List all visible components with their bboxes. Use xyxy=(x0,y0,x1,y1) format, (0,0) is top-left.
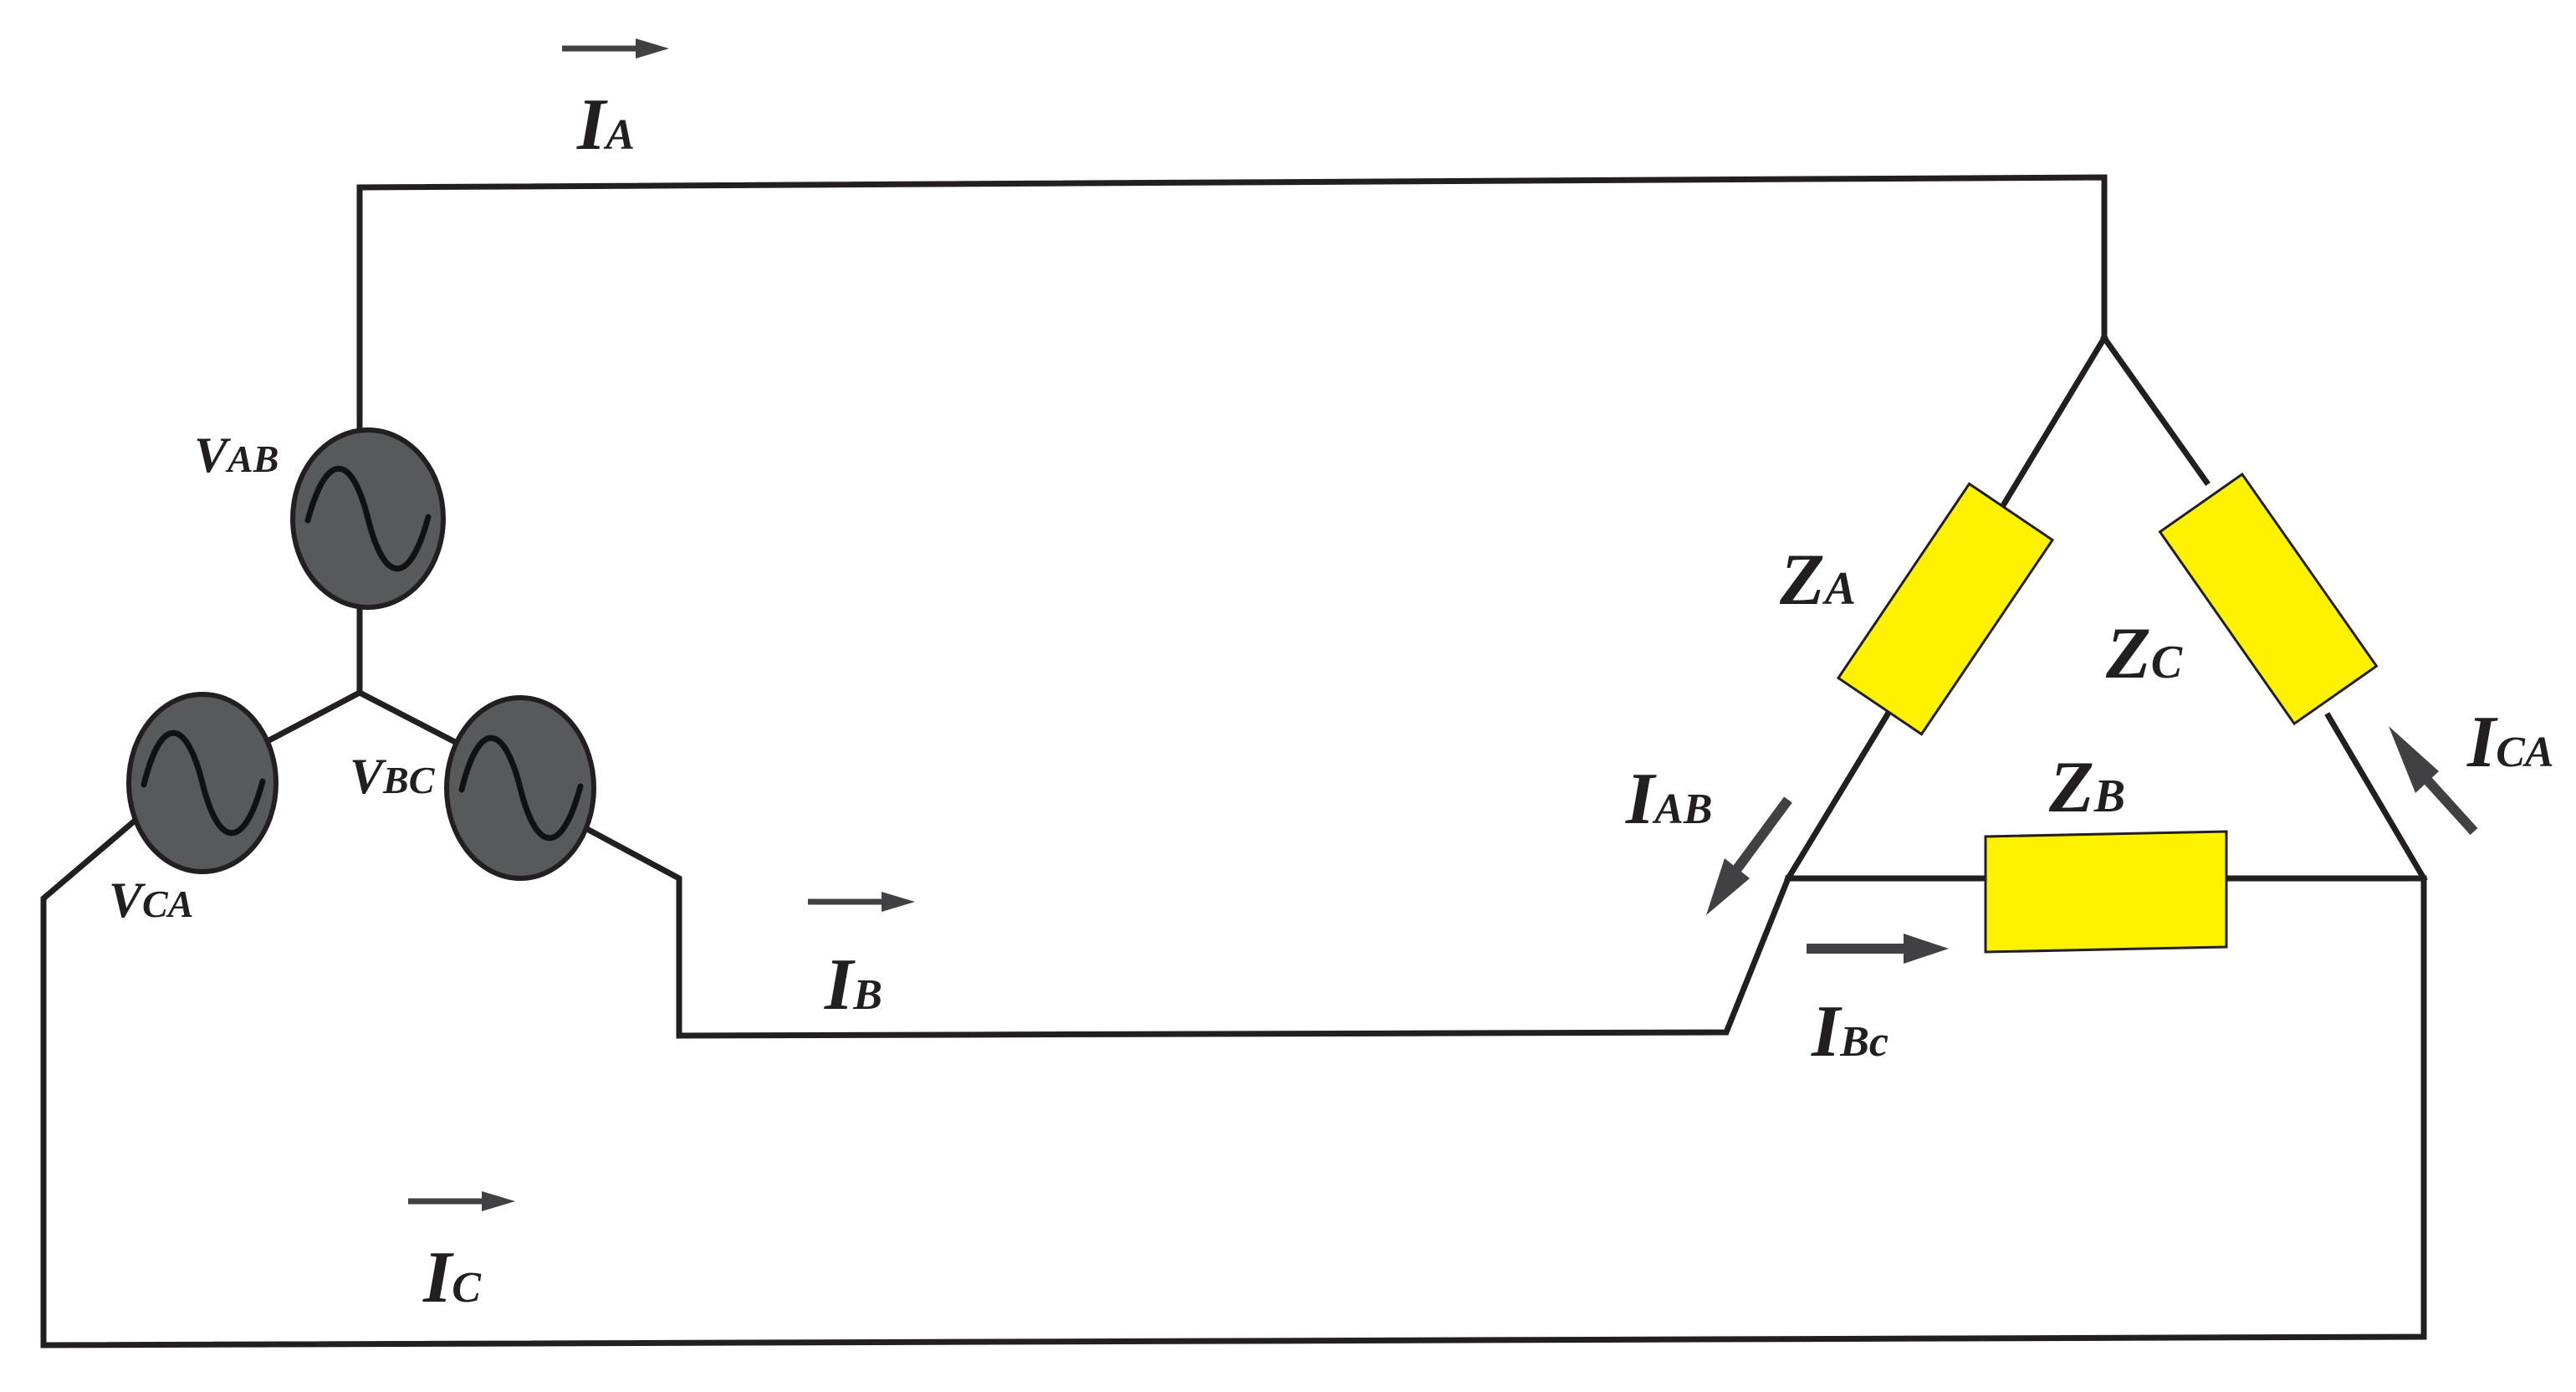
arrow-ia xyxy=(562,38,669,59)
label-iab: IAB xyxy=(1625,759,1713,840)
label-ia-sub: A xyxy=(603,111,635,159)
current-direction-arrow-icon xyxy=(2389,726,2439,793)
wire-delta-za-left xyxy=(1784,709,1893,883)
label-zb-sub: B xyxy=(2093,770,2125,822)
label-vab: VAB xyxy=(194,427,279,483)
current-direction-arrow-icon xyxy=(882,892,915,912)
wire-neutral-source-c xyxy=(260,688,364,747)
label-ia: IA xyxy=(576,84,635,166)
impedance-za xyxy=(1836,482,2055,736)
label-za: ZA xyxy=(1779,540,1856,621)
label-ib-main: I xyxy=(824,944,856,1026)
arrow-iab xyxy=(1706,796,1792,915)
label-ibc: IBc xyxy=(1811,991,1889,1072)
wire-neutral-source-b xyxy=(355,688,464,749)
wire-line-c xyxy=(40,817,2427,1348)
impedance-box-icon xyxy=(2158,472,2379,726)
label-ica-main: I xyxy=(2466,702,2498,783)
wire-delta-top-zc xyxy=(2100,334,2211,486)
sine-wave-icon xyxy=(304,465,432,572)
label-zc-sub: C xyxy=(2151,637,2183,688)
label-ib: IB xyxy=(824,944,882,1026)
label-vbc: VBC xyxy=(350,749,436,804)
sine-wave-icon xyxy=(141,729,266,837)
current-direction-arrow-icon xyxy=(482,1191,515,1211)
label-vca: VCA xyxy=(109,873,193,928)
label-ica-sub: CA xyxy=(2496,729,2553,776)
label-ibc-main: I xyxy=(1811,991,1843,1072)
label-ibc-sub: Bc xyxy=(1839,1018,1889,1066)
wire-line-b xyxy=(581,824,1792,1039)
label-ic-main: I xyxy=(422,1237,454,1318)
impedance-box-icon xyxy=(1984,830,2228,954)
label-iab-sub: AB xyxy=(1652,786,1712,833)
source-vca xyxy=(126,692,279,874)
label-vab-main: V xyxy=(194,427,232,483)
source-vbc xyxy=(444,695,596,881)
impedance-zc xyxy=(2158,472,2379,726)
label-zb: ZB xyxy=(2048,747,2125,828)
label-ia-main: I xyxy=(576,84,608,166)
arrow-ibc xyxy=(1807,934,1949,964)
wire-delta-top-za xyxy=(1998,334,2108,511)
label-ic-sub: C xyxy=(452,1264,482,1312)
label-iab-main: I xyxy=(1625,759,1657,840)
label-za-main: Z xyxy=(1779,540,1825,621)
impedance-box-icon xyxy=(1836,482,2055,736)
label-za-sub: A xyxy=(1822,563,1856,615)
label-zb-main: Z xyxy=(2048,747,2094,828)
source-vab xyxy=(290,427,446,610)
arrow-ic xyxy=(408,1191,515,1211)
arrow-ica xyxy=(2389,726,2478,836)
label-ica: ICA xyxy=(2466,702,2554,783)
label-vca-main: V xyxy=(109,873,146,928)
current-direction-arrow-icon xyxy=(1706,858,1750,915)
label-vca-sub: CA xyxy=(142,883,193,925)
wire-delta-zc-right xyxy=(2324,712,2428,883)
label-zc: ZC xyxy=(2105,613,2183,694)
current-direction-arrow-icon xyxy=(1904,934,1949,964)
label-vbc-sub: BC xyxy=(382,759,436,801)
sine-wave-icon xyxy=(458,734,584,842)
wire-line-a xyxy=(356,174,2108,432)
label-vab-sub: AB xyxy=(225,438,279,480)
impedance-zb xyxy=(1984,830,2228,954)
label-ib-sub: B xyxy=(852,971,882,1019)
label-vbc-main: V xyxy=(350,749,387,804)
current-direction-arrow-icon xyxy=(636,38,669,59)
label-ic: IC xyxy=(422,1237,482,1318)
label-zc-main: Z xyxy=(2105,613,2151,694)
arrow-ib xyxy=(808,892,915,912)
